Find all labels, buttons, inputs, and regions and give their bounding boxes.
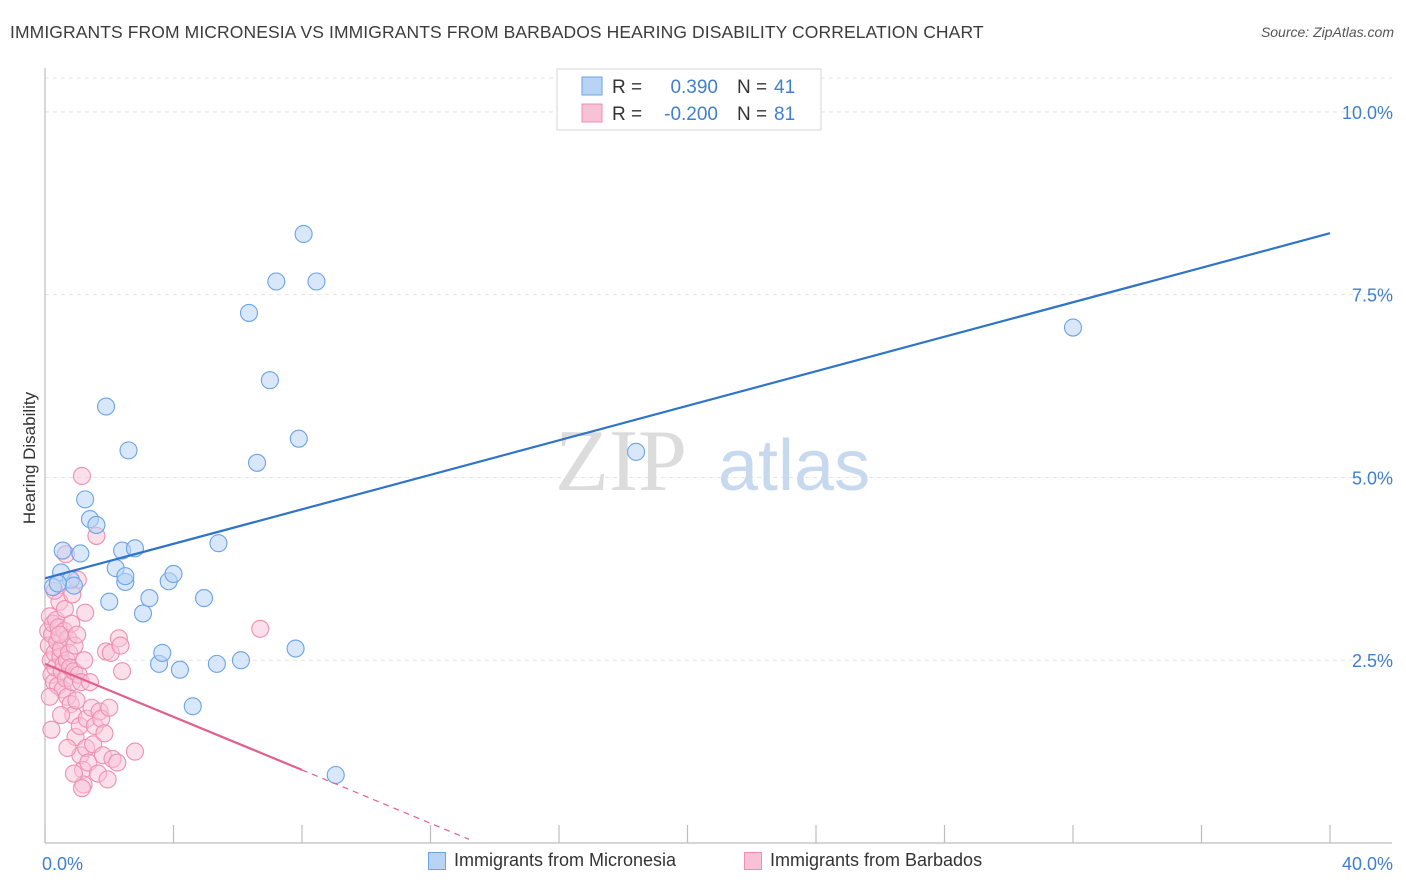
barbados-point-67 — [111, 636, 130, 655]
micronesia-point-28 — [231, 651, 251, 670]
legend-item-micronesia: Immigrants from Micronesia — [428, 850, 676, 871]
micronesia-point-31 — [260, 371, 279, 390]
micronesia-point-37 — [326, 765, 345, 785]
micronesia-point-9 — [96, 397, 116, 416]
micronesia-point-4 — [64, 576, 83, 595]
watermark-atlas: atlas — [718, 426, 870, 506]
micronesia-point-34 — [289, 429, 308, 448]
micronesia-point-6 — [76, 490, 95, 509]
micronesia-point-38 — [627, 442, 646, 461]
legend-swatch-barbados — [581, 103, 603, 123]
legend-n-value-1: 41 — [774, 77, 795, 98]
legend-r-label-1: R = — [612, 77, 642, 98]
micronesia-point-25 — [194, 589, 214, 608]
barbados-trend-extension — [301, 769, 470, 840]
grid-lines — [45, 77, 1392, 661]
y-tick-labels: 2.5% 5.0% 7.5% 10.0% — [1342, 103, 1393, 671]
legend-label-barbados: Immigrants from Barbados — [770, 850, 983, 870]
x-tick-label-max: 40.0% — [1342, 854, 1393, 874]
barbados-point-62 — [100, 698, 119, 717]
trend-lines — [44, 232, 1331, 840]
legend-r-value-2: -0.200 — [664, 104, 718, 125]
legend-swatch-micronesia — [581, 76, 603, 96]
axes — [44, 68, 1392, 844]
legend-swatch-micronesia-bottom — [428, 851, 446, 870]
micronesia-point-18 — [140, 589, 159, 608]
y-tick-label-2: 7.5% — [1352, 286, 1393, 306]
barbados-point-65 — [108, 753, 127, 772]
source-label: Source: ZipAtlas.com — [1260, 24, 1394, 40]
barbados-points — [39, 466, 270, 798]
x-tick-label-min: 0.0% — [42, 854, 83, 874]
legend-n-value-2: 81 — [774, 104, 795, 125]
legend-r-label-2: R = — [612, 104, 642, 125]
barbados-trend-line — [44, 662, 303, 771]
barbados-point-70 — [251, 619, 270, 638]
micronesia-point-15 — [119, 441, 138, 460]
micronesia-point-27 — [209, 534, 228, 553]
legend-label-micronesia: Immigrants from Micronesia — [454, 850, 677, 870]
barbados-point-73 — [52, 706, 71, 725]
barbados-point-77 — [42, 720, 61, 739]
micronesia-point-24 — [183, 697, 202, 716]
micronesia-point-33 — [286, 639, 305, 658]
micronesia-point-14 — [116, 567, 135, 586]
micronesia-point-36 — [307, 272, 326, 291]
barbados-point-74 — [58, 738, 77, 758]
stats-legend: R = 0.390 N = 41 R = -0.200 N = 81 — [556, 68, 822, 131]
barbados-point-36 — [68, 625, 87, 644]
y-tick-label-1: 5.0% — [1352, 468, 1393, 488]
micronesia-points — [43, 224, 1083, 785]
barbados-point-75 — [64, 764, 83, 783]
barbados-point-71 — [40, 687, 59, 706]
micronesia-point-22 — [164, 564, 183, 583]
legend-swatch-barbados-bottom — [744, 851, 762, 870]
micronesia-point-30 — [247, 453, 267, 472]
micronesia-point-26 — [207, 654, 226, 673]
micronesia-point-17 — [133, 604, 153, 623]
chart-title: IMMIGRANTS FROM MICRONESIA VS IMMIGRANTS… — [10, 22, 984, 42]
y-axis-title: Hearing Disability — [20, 391, 39, 524]
watermark: ZIP atlas — [555, 413, 870, 510]
y-tick-label-3: 10.0% — [1342, 103, 1393, 123]
barbados-point-61 — [98, 770, 117, 789]
barbados-point-42 — [72, 466, 91, 486]
barbados-point-68 — [113, 662, 132, 681]
y-tick-label-0: 2.5% — [1352, 651, 1393, 671]
x-tick-labels: 0.0% 40.0% — [42, 854, 1393, 874]
micronesia-point-2 — [53, 541, 72, 560]
micronesia-trend-line — [44, 232, 1331, 580]
legend-r-value-1: 0.390 — [670, 77, 718, 98]
legend-item-barbados: Immigrants from Barbados — [744, 850, 982, 871]
micronesia-point-5 — [71, 544, 90, 563]
micronesia-point-32 — [267, 272, 286, 291]
barbados-point-35 — [67, 691, 86, 710]
micronesia-point-29 — [239, 303, 259, 322]
micronesia-point-23 — [170, 660, 189, 679]
barbados-point-59 — [95, 724, 114, 743]
micronesia-point-39 — [1063, 318, 1083, 337]
micronesia-point-10 — [100, 592, 119, 611]
micronesia-point-20 — [153, 643, 172, 662]
barbados-point-76 — [72, 779, 91, 798]
bottom-legend: Immigrants from Micronesia Immigrants fr… — [0, 850, 1406, 880]
watermark-zip: ZIP — [555, 413, 687, 510]
micronesia-point-8 — [87, 515, 106, 535]
barbados-point-45 — [75, 651, 94, 670]
legend-n-label-1: N = — [737, 77, 767, 98]
legend-n-label-2: N = — [737, 104, 767, 125]
micronesia-point-35 — [294, 224, 313, 244]
barbados-point-46 — [76, 603, 95, 622]
barbados-point-69 — [125, 742, 144, 761]
barbados-point-78 — [50, 625, 69, 644]
